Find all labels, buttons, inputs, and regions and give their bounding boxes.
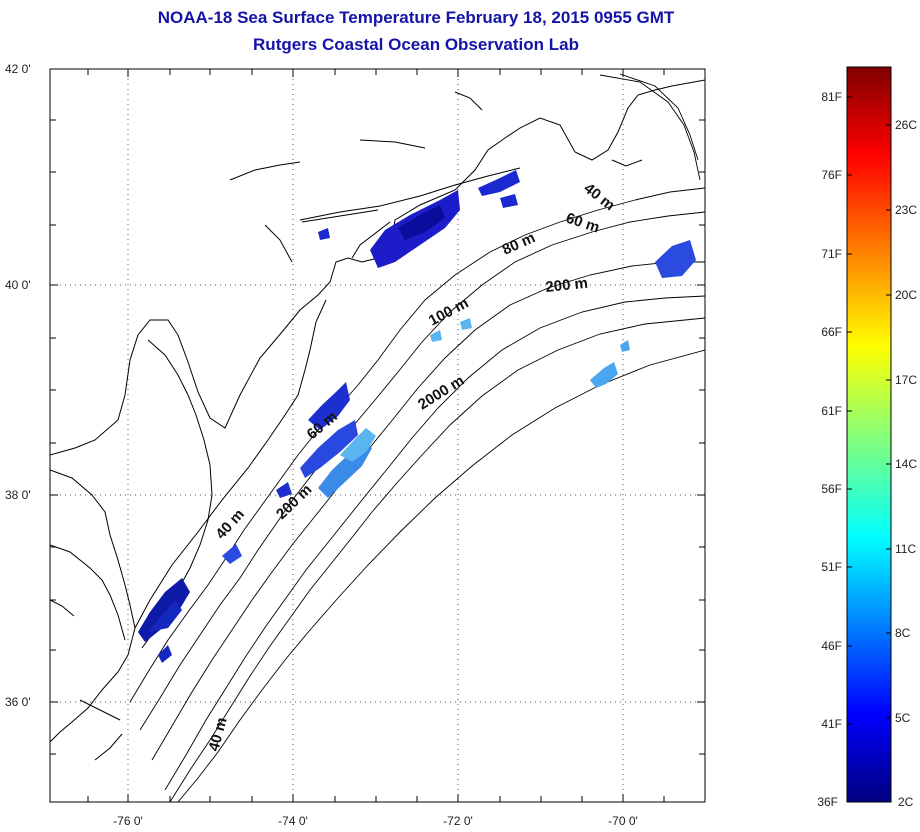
colorbar: 81F 76F 71F 66F 61F 56F 51F 46F 41F 36F … (817, 66, 917, 809)
colorbar-label-c: 20C (895, 288, 917, 302)
tick-marks (50, 69, 705, 802)
colorbar-label-f: 61F (821, 404, 842, 418)
lat-label: 40 0' (5, 278, 31, 292)
colorbar-label-f: 76F (821, 168, 842, 182)
map-subtitle: Rutgers Coastal Ocean Observation Lab (253, 35, 579, 54)
colorbar-label-c: 8C (895, 626, 911, 640)
colorbar-label-f: 81F (821, 90, 842, 104)
colorbar-label-f: 36F (817, 795, 838, 809)
lat-label: 38 0' (5, 488, 31, 502)
map-title: NOAA-18 Sea Surface Temperature February… (157, 8, 675, 27)
colorbar-label-f: 56F (821, 482, 842, 496)
colorbar-label-c: 5C (895, 711, 911, 725)
colorbar-fahrenheit-labels: 81F 76F 71F 66F 61F 56F 51F 46F 41F 36F (817, 90, 842, 809)
lat-label: 42 0' (5, 62, 31, 76)
colorbar-label-f: 51F (821, 560, 842, 574)
latitude-labels: 42 0' 40 0' 38 0' 36 0' (5, 62, 31, 709)
lon-label: -72 0' (443, 814, 473, 828)
colorbar-label-c: 26C (895, 118, 917, 132)
lon-label: -74 0' (278, 814, 308, 828)
colorbar-label-c: 14C (895, 457, 917, 471)
lon-label: -70 0' (608, 814, 638, 828)
lon-label: -76 0' (113, 814, 143, 828)
graticule (50, 69, 705, 802)
colorbar-gradient (846, 66, 892, 803)
colorbar-label-f: 66F (821, 325, 842, 339)
lat-label: 36 0' (5, 695, 31, 709)
map-frame (49, 68, 706, 803)
colorbar-label-f: 46F (821, 639, 842, 653)
sst-patches (138, 170, 696, 663)
colorbar-label-f: 71F (821, 247, 842, 261)
colorbar-label-f: 41F (821, 717, 842, 731)
colorbar-label-c: 23C (895, 203, 917, 217)
colorbar-label-c: 2C (898, 795, 914, 809)
longitude-labels: -76 0' -74 0' -72 0' -70 0' (113, 814, 638, 828)
colorbar-label-c: 11C (895, 542, 916, 556)
colorbar-celsius-labels: 26C 23C 20C 17C 14C 11C 8C 5C 2C (895, 118, 917, 809)
coastline (50, 79, 705, 761)
colorbar-label-c: 17C (895, 373, 917, 387)
depth-label: 200 m (545, 275, 589, 296)
